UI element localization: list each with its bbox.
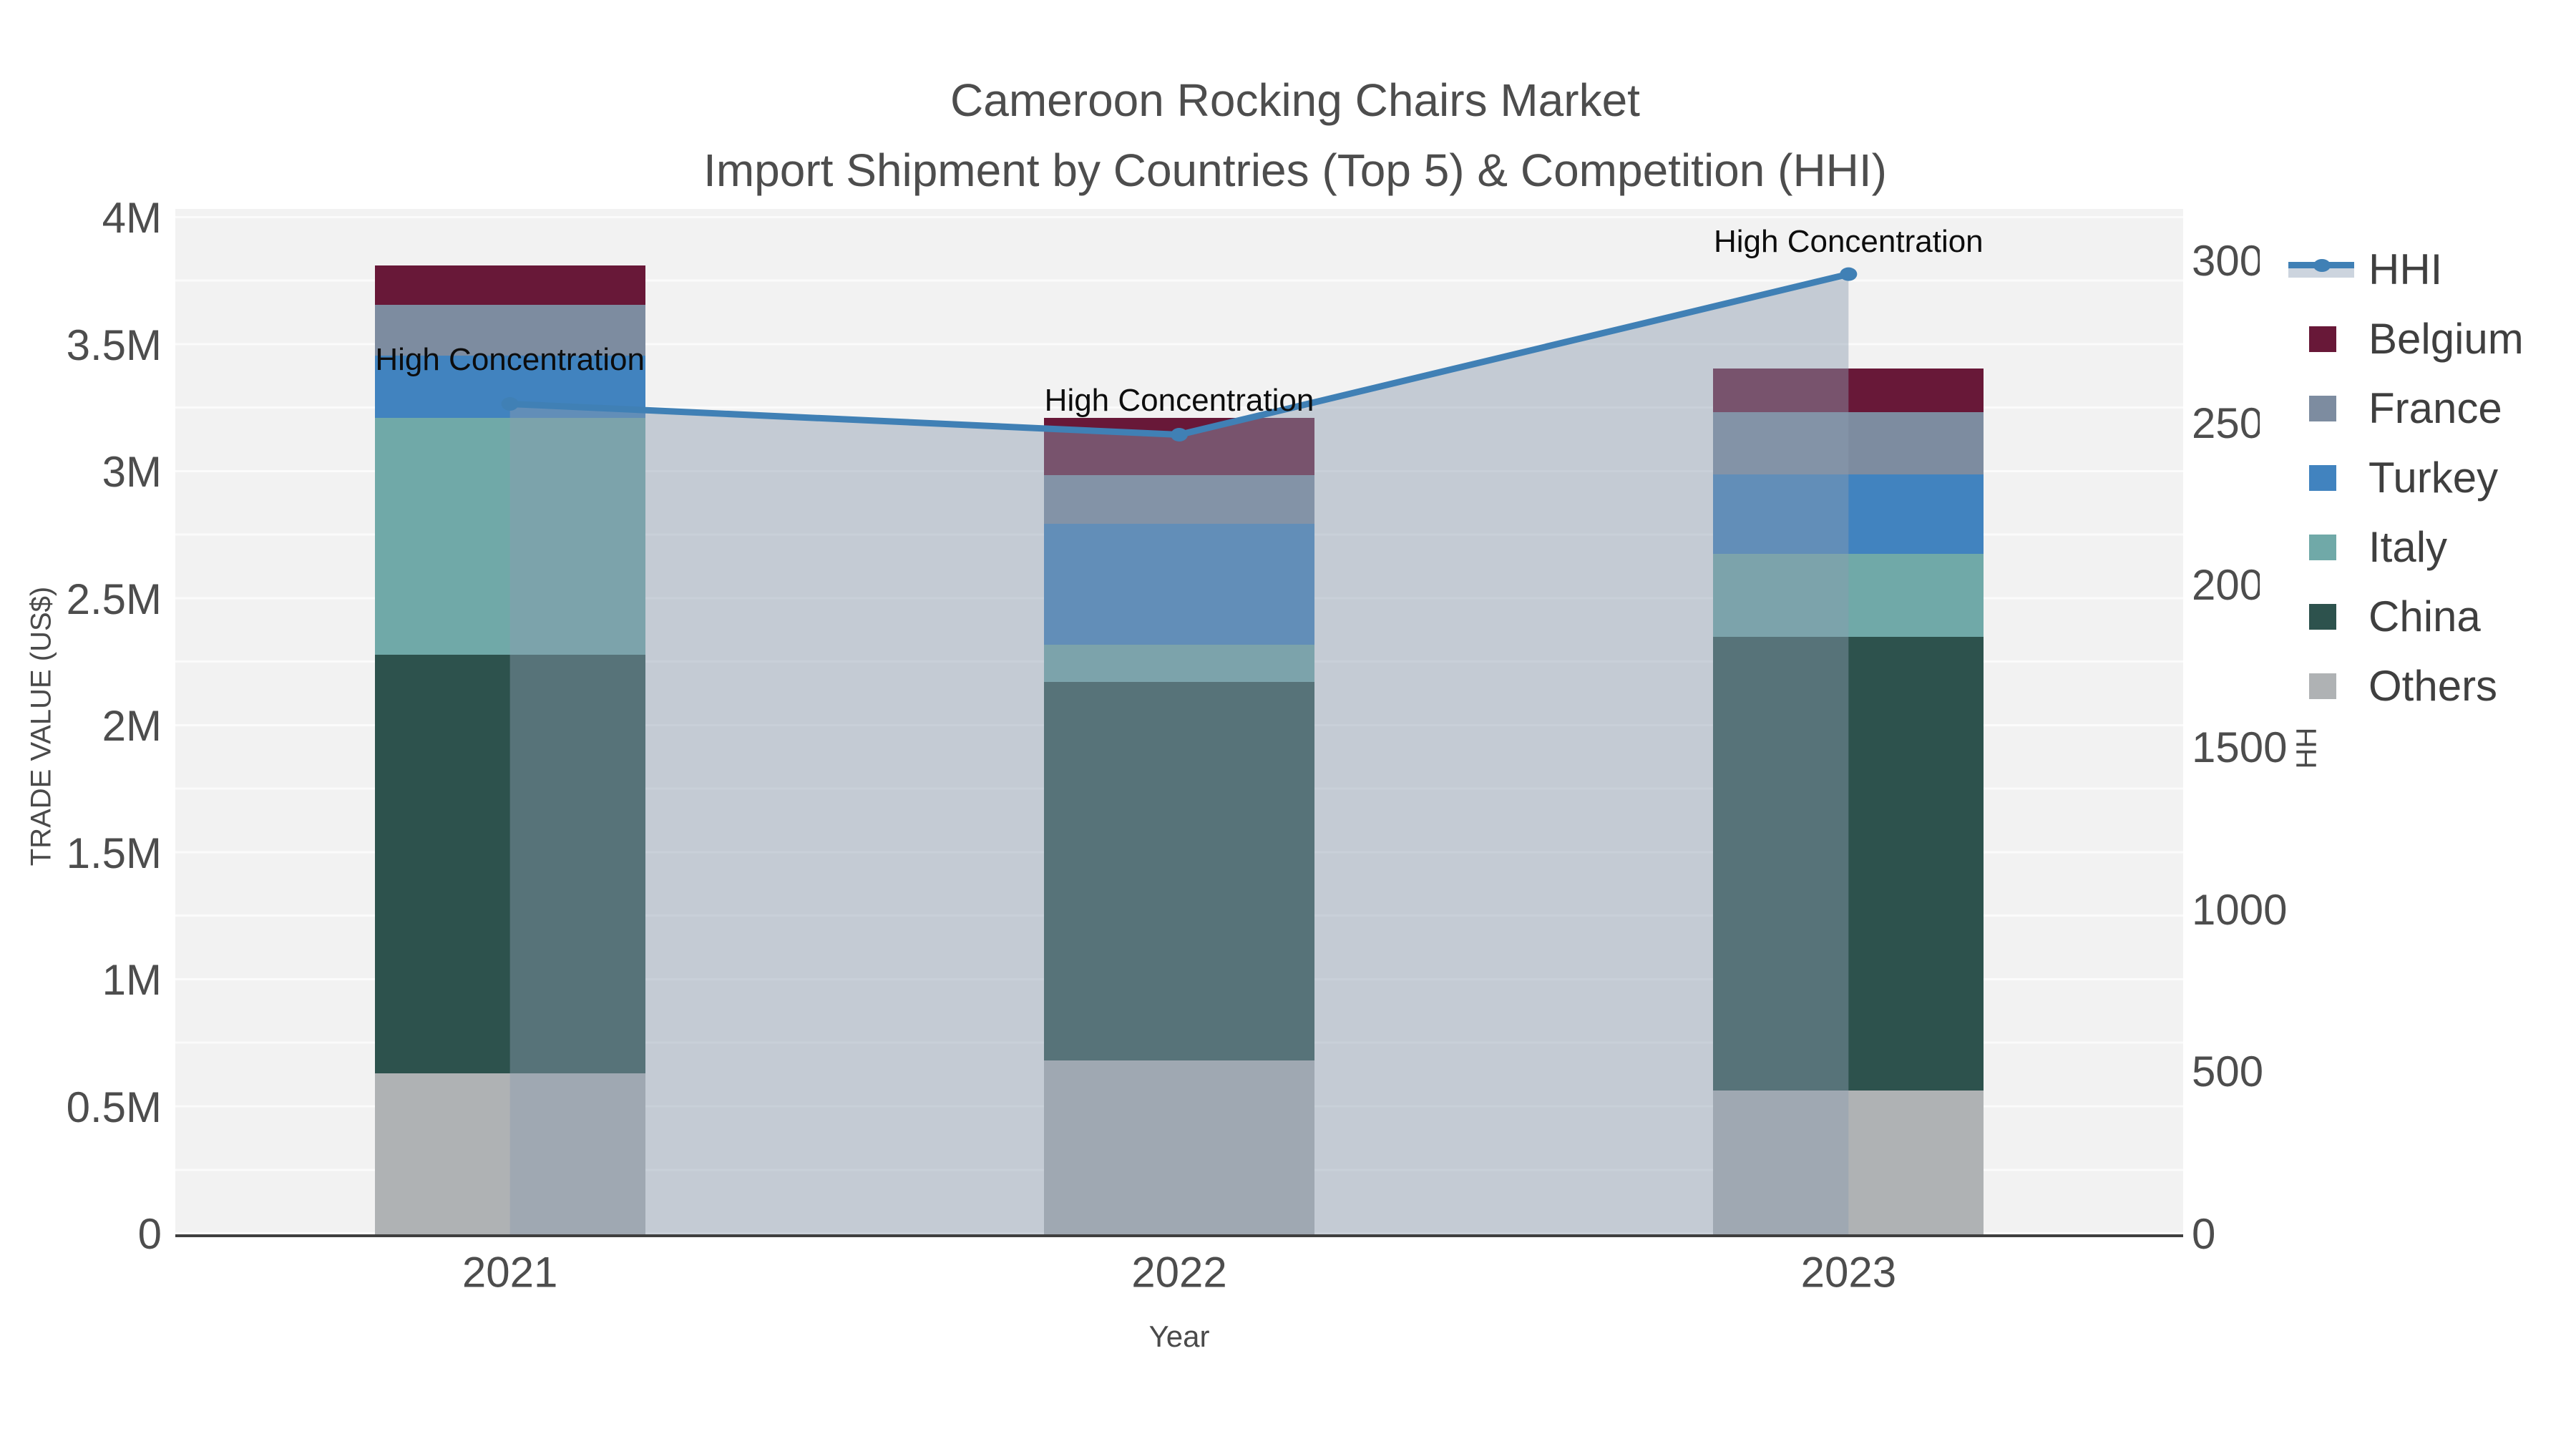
legend-item-belgium[interactable]: Belgium — [2260, 304, 2576, 374]
bar-segment-2023-italy[interactable] — [1713, 553, 1984, 638]
bar-segment-2022-others[interactable] — [1044, 1060, 1314, 1234]
legend-color-swatch-icon — [2288, 464, 2354, 491]
x-tick-2021: 2021 — [462, 1248, 558, 1297]
legend-item-turkey[interactable]: Turkey — [2260, 443, 2576, 512]
bar-segment-2022-belgium[interactable] — [1044, 417, 1314, 475]
legend-label: China — [2368, 592, 2481, 640]
bar-segment-2023-china[interactable] — [1713, 637, 1984, 1091]
legend-item-france[interactable]: France — [2260, 374, 2576, 443]
bar-segment-2021-china[interactable] — [374, 654, 645, 1073]
bar-segment-2021-belgium[interactable] — [374, 265, 645, 306]
y-right-tick-1000: 1000 — [2192, 885, 2288, 934]
y-left-tick-4M: 4M — [102, 194, 162, 242]
bar-segment-2022-france[interactable] — [1044, 474, 1314, 525]
y-left-tick-3.5M: 3.5M — [66, 321, 162, 369]
y-right-tick-1500: 1500 — [2192, 723, 2288, 771]
y-left-tick-2.5M: 2.5M — [66, 575, 162, 623]
y-right-tick-500: 500 — [2192, 1048, 2264, 1096]
legend-color-swatch-icon — [2288, 673, 2354, 699]
annotation-high-concentration-2023: High Concentration — [1713, 224, 1984, 260]
legend-label: Italy — [2368, 523, 2448, 571]
legend-item-italy[interactable]: Italy — [2260, 512, 2576, 582]
y-left-tick-2M: 2M — [102, 702, 162, 750]
y-left-tick-1.5M: 1.5M — [66, 829, 162, 877]
legend-item-others[interactable]: Others — [2260, 651, 2576, 721]
bar-segment-2023-belgium[interactable] — [1713, 368, 1984, 412]
chart-title: Cameroon Rocking Chairs Market — [950, 74, 1640, 126]
legend-color-swatch-icon — [2288, 534, 2354, 560]
bar-segment-2022-italy[interactable] — [1044, 645, 1314, 683]
legend-label: Turkey — [2368, 454, 2499, 502]
bar-segment-2021-others[interactable] — [374, 1073, 645, 1234]
bar-segment-2023-turkey[interactable] — [1713, 474, 1984, 554]
legend-label: Others — [2368, 662, 2498, 710]
x-tick-2022: 2022 — [1131, 1248, 1227, 1297]
annotation-high-concentration-2021: High Concentration — [375, 342, 645, 378]
y-left-tick-0.5M: 0.5M — [66, 1083, 162, 1131]
legend-color-swatch-icon — [2288, 603, 2354, 630]
legend-line-swatch-icon — [2288, 258, 2354, 279]
legend-label: Belgium — [2368, 315, 2524, 363]
bar-segment-2023-france[interactable] — [1713, 411, 1984, 474]
legend: HHI Belgium France Turkey Italy China Others — [2260, 228, 2576, 728]
legend-item-hhi[interactable]: HHI — [2260, 235, 2576, 304]
y-left-tick-1M: 1M — [102, 956, 162, 1004]
legend-item-china[interactable]: China — [2260, 582, 2576, 651]
x-tick-2023: 2023 — [1800, 1248, 1897, 1297]
legend-label: HHI — [2368, 245, 2443, 293]
y-axis-left-title: TRADE VALUE (US$) — [25, 586, 57, 867]
bar-segment-2021-italy[interactable] — [374, 418, 645, 655]
bar-segment-2022-turkey[interactable] — [1044, 524, 1314, 645]
chart-subtitle: Import Shipment by Countries (Top 5) & C… — [703, 145, 1887, 196]
x-axis-title: Year — [1148, 1319, 1210, 1353]
y-right-tick-0: 0 — [2192, 1210, 2216, 1258]
bar-segment-2022-china[interactable] — [1044, 682, 1314, 1061]
y-left-tick-3M: 3M — [102, 448, 162, 496]
legend-color-swatch-icon — [2288, 326, 2354, 352]
legend-label: France — [2368, 384, 2502, 432]
bar-segment-2023-others[interactable] — [1713, 1091, 1984, 1234]
y-left-tick-0: 0 — [137, 1210, 162, 1258]
legend-color-swatch-icon — [2288, 395, 2354, 421]
annotation-high-concentration-2022: High Concentration — [1044, 382, 1314, 418]
